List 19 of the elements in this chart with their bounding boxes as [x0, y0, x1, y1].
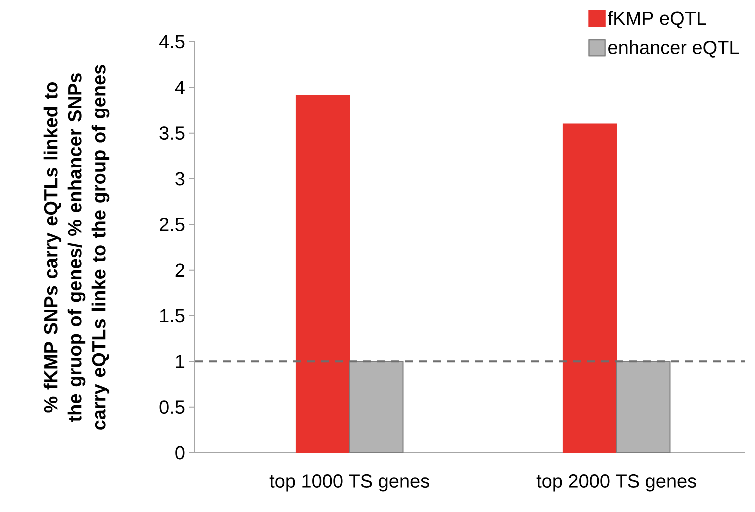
y-tick-label: 3 [176, 172, 185, 186]
y-tick-label: 2.5 [160, 218, 185, 232]
y-tick-label: 1 [176, 355, 185, 368]
bar [296, 95, 350, 454]
y-axis-title: % fKMP SNPs carry eQTLs linked to the gruop of genes/ % enhancer SNPs carry eQTLs linke to the group of genes [44, 65, 110, 430]
y-tick-label: 1.5 [160, 309, 185, 323]
bar [616, 361, 671, 454]
y-tick-label: 0.5 [160, 400, 185, 414]
legend-label: fKMP eQTL [608, 11, 706, 29]
y-tick-label: 3.5 [160, 126, 185, 140]
x-tick-label: top 2000 TS genes [536, 474, 696, 492]
bar [562, 124, 618, 454]
y-tick-label: 2 [176, 264, 185, 277]
bar [349, 361, 404, 454]
y-tick-label: 4 [175, 81, 185, 94]
x-tick-label: top 1000 TS genes [270, 474, 430, 492]
y-tick-label: 0 [176, 446, 185, 460]
legend-label: enhancer eQTL [608, 40, 740, 58]
y-tick-label: 4.5 [159, 35, 185, 49]
